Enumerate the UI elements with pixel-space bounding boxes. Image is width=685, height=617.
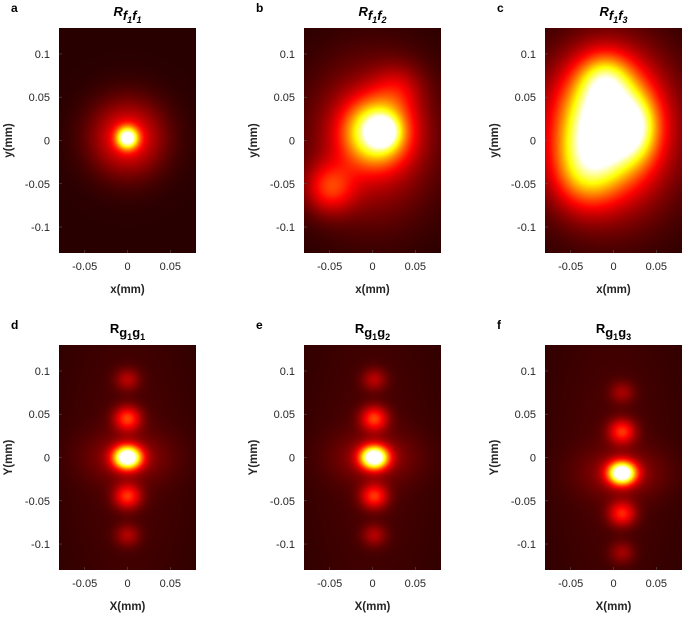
x-tick-label: 0 [124,578,130,590]
panel-letter: f [497,318,502,332]
x-tick-label: 0 [610,578,616,590]
y-tick-label: 0.1 [521,366,536,378]
y-tick-label: 0.1 [521,49,536,61]
x-axis-label: x(mm) [355,284,390,296]
y-tick-label: 0.1 [280,49,295,61]
y-tick-label: 0.05 [515,92,536,104]
panel-b: -0.05 0 0.05 -0.1 -0.05 0 0.05 0.1 x(mm) y(mm) b Rf… [248,1,441,296]
heatmap-image [59,28,196,253]
x-tick-label: 0.05 [160,261,181,273]
y-axis-label: Y(mm) [248,439,260,475]
y-tick-label: 0 [530,136,536,148]
y-tick-label: 0.1 [35,49,50,61]
panel-d: -0.05 0 0.05 -0.1 -0.05 0 0.05 0.1 X(mm) Y(mm) d Rg… [3,318,196,613]
x-axis-label: X(mm) [355,601,391,613]
y-tick-label: 0.05 [515,409,536,421]
y-tick-label: 0.05 [29,409,50,421]
panel-letter: d [11,318,18,332]
x-tick-label: -0.05 [72,261,97,273]
y-tick-label: -0.05 [270,496,295,508]
x-tick-label: 0 [124,261,130,273]
y-axis-label: y(mm) [3,123,15,158]
y-tick-label: -0.1 [31,539,50,551]
panel-letter: b [256,1,263,15]
chart-title: Rg1g2 [355,321,390,342]
y-tick-label: -0.05 [25,179,50,191]
heatmap-image [304,345,441,570]
heatmap-image [59,345,196,570]
x-axis-label: X(mm) [596,601,632,613]
chart-title: Rf1f3 [599,4,627,25]
x-axis-label: x(mm) [110,284,145,296]
y-tick-label: -0.1 [517,539,536,551]
x-tick-label: 0.05 [160,578,181,590]
y-axis-label: Y(mm) [3,439,15,475]
y-tick-label: -0.1 [276,539,295,551]
panel-e: -0.05 0 0.05 -0.1 -0.05 0 0.05 0.1 X(mm) Y(mm) e Rg… [248,318,441,613]
panel-a: -0.05 0 0.05 -0.1 -0.05 0 0.05 0.1 x(mm) y(mm) a Rf… [3,1,196,296]
heatmap-image [545,28,682,253]
heatmap-image [545,345,682,570]
x-tick-label: 0.05 [646,578,667,590]
x-axis-label: x(mm) [596,284,631,296]
y-tick-label: 0 [44,136,50,148]
y-tick-label: -0.05 [270,179,295,191]
x-tick-label: 0.05 [405,261,426,273]
y-tick-label: 0.05 [29,92,50,104]
chart-title: Rf1f2 [358,4,386,25]
y-tick-label: 0 [289,136,295,148]
panel-letter: a [11,1,18,15]
y-tick-label: 0.1 [280,366,295,378]
y-tick-label: -0.05 [511,179,536,191]
y-tick-label: -0.05 [25,496,50,508]
x-tick-label: 0.05 [405,578,426,590]
x-tick-label: -0.05 [558,261,583,273]
y-tick-label: 0 [530,453,536,465]
panel-letter: c [497,1,504,15]
chart-title: Rf1f1 [113,4,141,25]
y-axis-label: y(mm) [489,123,501,158]
x-tick-label: 0 [369,578,375,590]
y-tick-label: 0.05 [274,92,295,104]
chart-title: Rg1g1 [110,321,145,342]
y-tick-label: -0.1 [517,222,536,234]
y-tick-label: 0.1 [35,366,50,378]
y-axis-label: Y(mm) [489,439,501,475]
x-tick-label: 0 [369,261,375,273]
x-tick-label: -0.05 [317,261,342,273]
heatmap-image [304,28,441,253]
y-tick-label: -0.1 [276,222,295,234]
x-tick-label: -0.05 [317,578,342,590]
y-axis-label: y(mm) [248,123,260,158]
chart-title: Rg1g3 [596,321,631,342]
panel-c: -0.05 0 0.05 -0.1 -0.05 0 0.05 0.1 x(mm) y(mm) c Rf… [489,1,682,296]
y-tick-label: 0 [44,453,50,465]
x-axis-label: X(mm) [110,601,146,613]
y-tick-label: -0.1 [31,222,50,234]
y-tick-label: -0.05 [511,496,536,508]
panel-letter: e [256,318,263,332]
x-tick-label: 0.05 [646,261,667,273]
panel-f: -0.05 0 0.05 -0.1 -0.05 0 0.05 0.1 X(mm) Y(mm) f Rg… [489,318,682,613]
x-tick-label: -0.05 [72,578,97,590]
x-tick-label: 0 [610,261,616,273]
y-tick-label: 0.05 [274,409,295,421]
x-tick-label: -0.05 [558,578,583,590]
y-tick-label: 0 [289,453,295,465]
